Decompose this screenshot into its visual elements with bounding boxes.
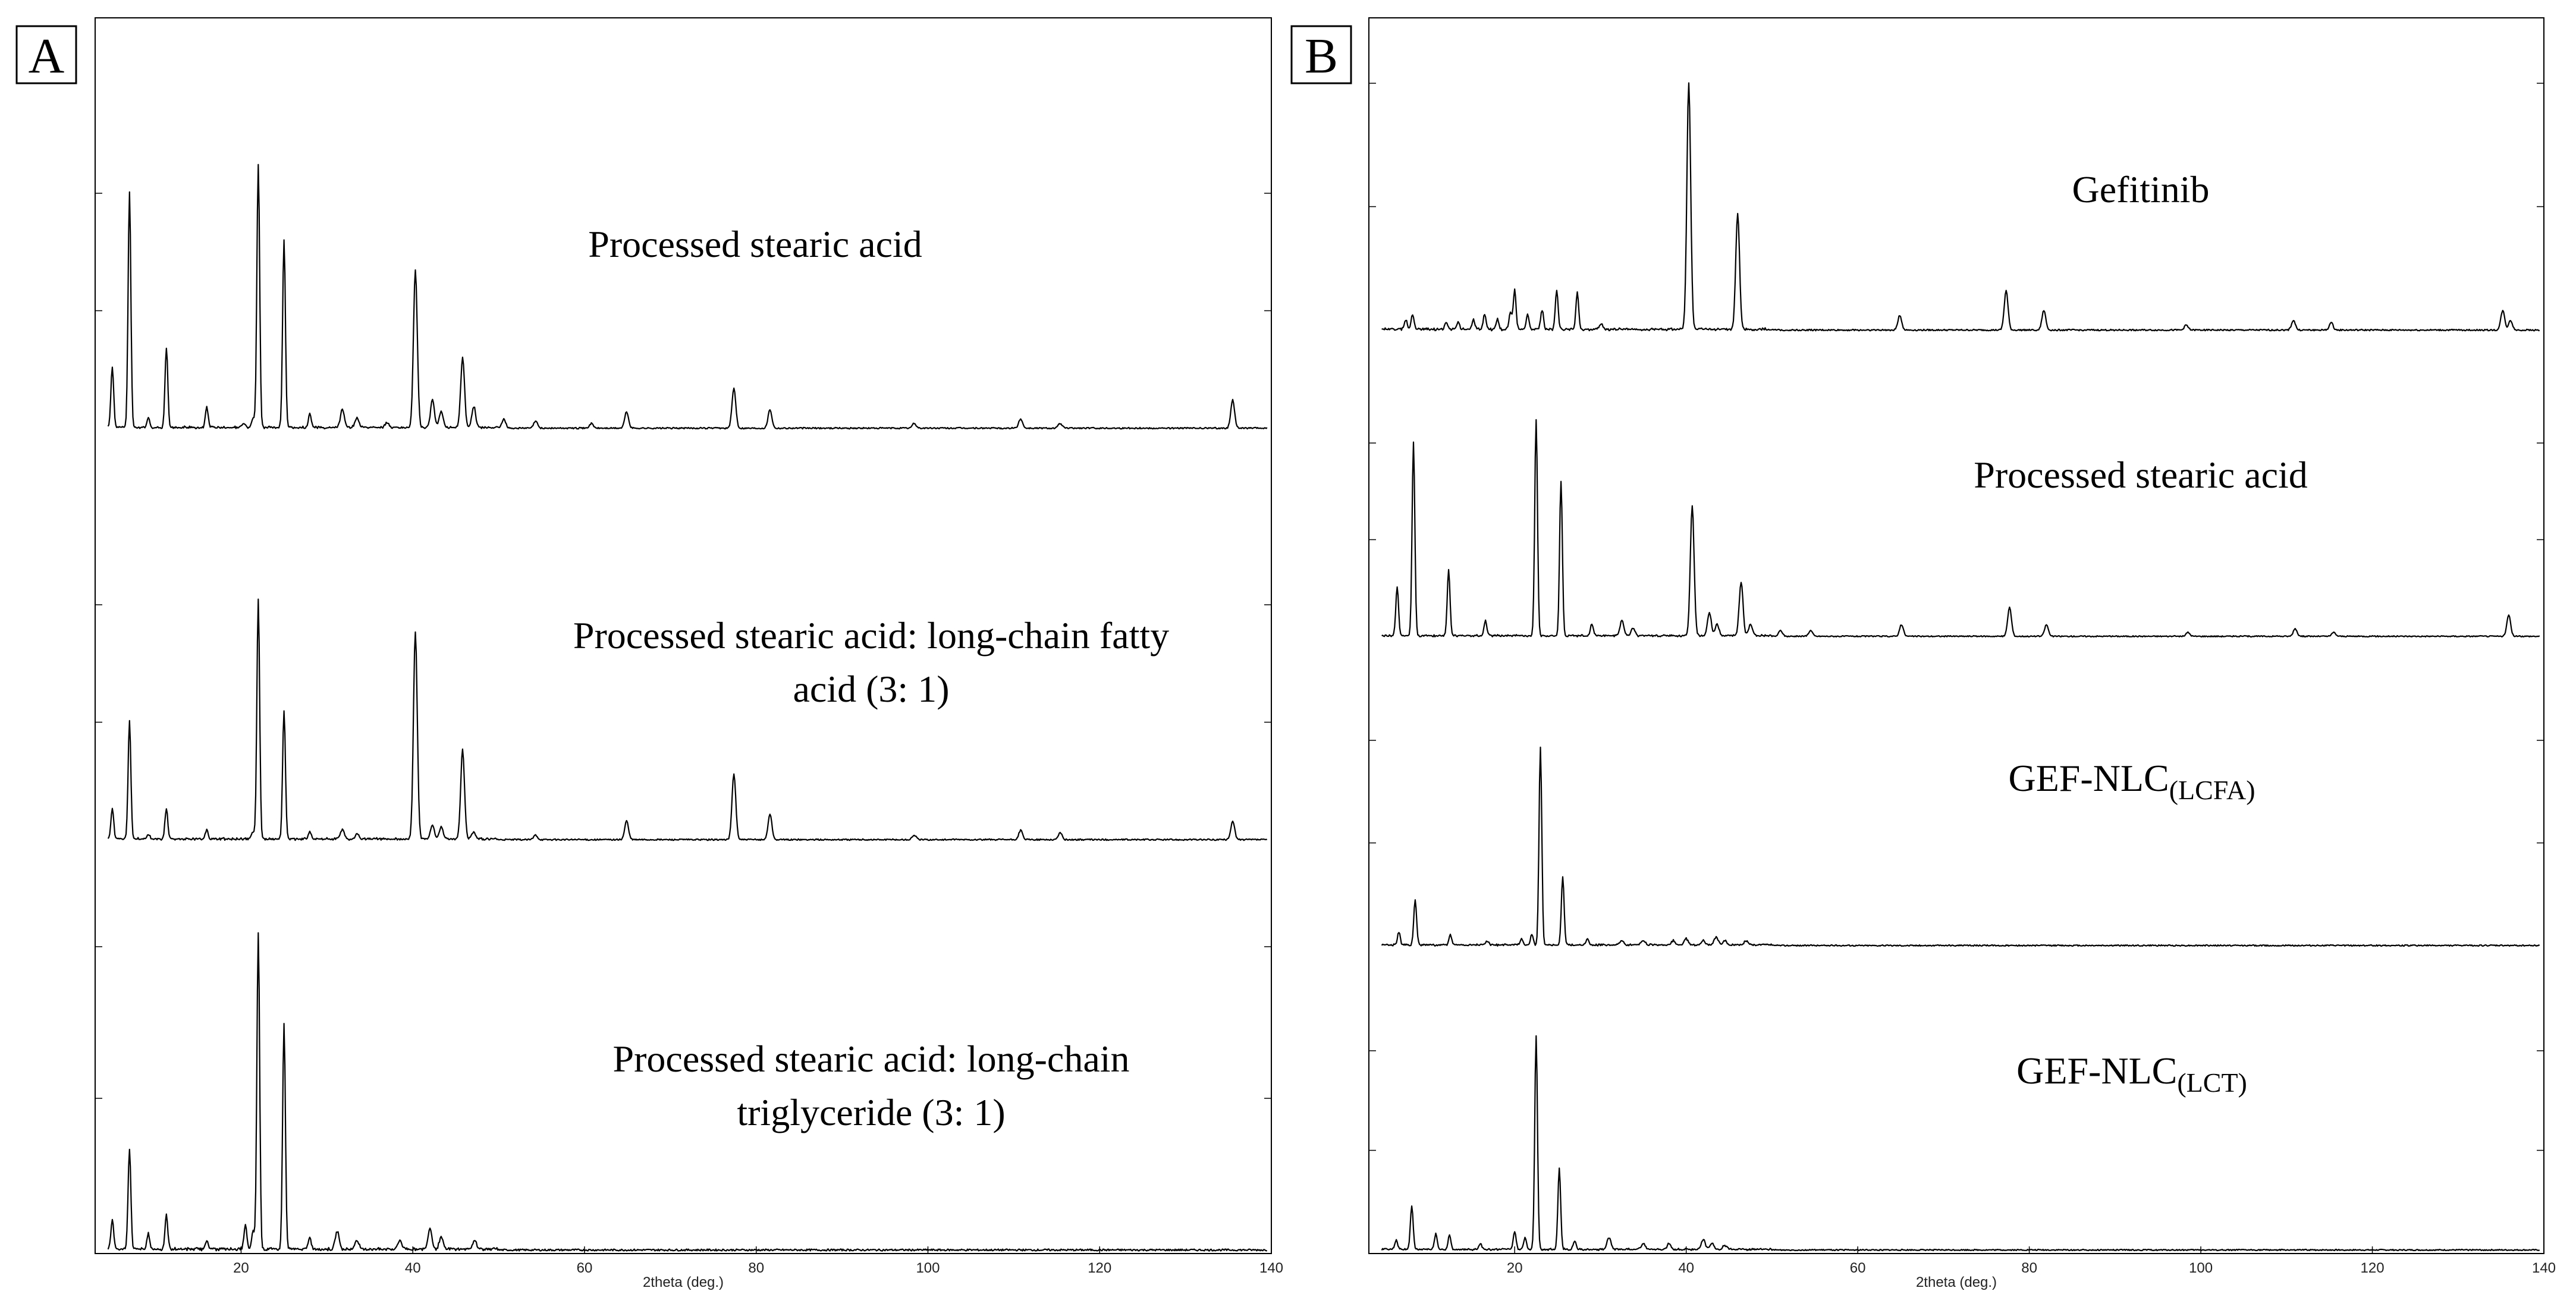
x-tick-label: 60 [1850,1260,1866,1276]
x-tick-label: 140 [1259,1260,1283,1276]
panel-b: B 20 40 60 80 100 120 140 2theta (deg.) Gefitinib… [1290,17,2556,1290]
trace-label-subscript: (LCFA) [2169,775,2255,805]
x-tick-label: 80 [2021,1260,2037,1276]
xrd-trace-3 [107,932,1268,1252]
x-tick-label: 140 [2532,1260,2556,1276]
panel-letter-box [15,25,77,84]
x-tick-label: 80 [748,1260,764,1276]
x-tick-label: 100 [2189,1260,2213,1276]
xrd-trace-4 [1381,1035,2540,1252]
xrd-trace-2 [107,598,1268,841]
xrd-trace-3 [1381,746,2540,947]
x-axis-title: 2theta (deg.) [643,1274,724,1290]
panel-letter: B [1305,29,1338,84]
panel-a: A 20 40 60 80 100 120 140 2theta (deg.) Processed… [15,17,1283,1290]
x-tick-label: 20 [1507,1260,1523,1276]
panel-letter-box [1290,25,1352,84]
x-tick-label: 120 [1088,1260,1111,1276]
xrd-trace-2 [1381,419,2540,638]
trace-label: GEF-NLC(LCT) [2016,1050,2247,1098]
xrd-trace-1 [1381,82,2540,332]
trace-label: Processed stearic acid [588,223,922,265]
trace-label: Processed stearic acid: long-chain [613,1038,1130,1080]
x-tick-label: 40 [1678,1260,1694,1276]
x-tick-label: 40 [405,1260,421,1276]
x-tick-label: 100 [916,1260,940,1276]
trace-label: triglyceride (3: 1) [737,1091,1005,1133]
trace-label-subscript: (LCT) [2177,1067,2247,1098]
trace-label: Processed stearic acid [1974,454,2308,496]
trace-label: acid (3: 1) [793,668,950,710]
x-axis-title: 2theta (deg.) [1916,1274,1997,1290]
trace-label: GEF-NLC(LCFA) [2008,757,2255,805]
plot-frame [1368,17,2544,1254]
trace-label: Gefitinib [2072,168,2209,211]
x-tick-label: 120 [2361,1260,2385,1276]
x-tick-label: 60 [577,1260,593,1276]
plot-frame [95,17,1272,1254]
panel-letter: A [29,29,65,84]
xrd-trace-1 [107,164,1268,430]
trace-label: Processed stearic acid: long-chain fatty [573,614,1169,656]
x-tick-label: 20 [233,1260,249,1276]
